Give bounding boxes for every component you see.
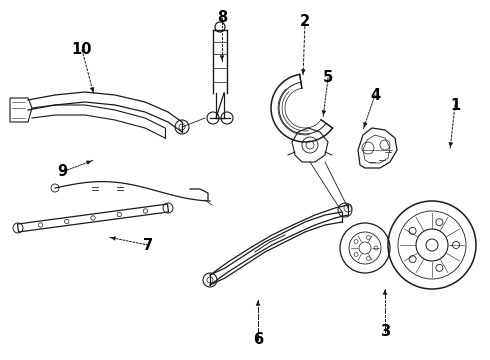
- Text: 1: 1: [450, 98, 460, 112]
- Text: 8: 8: [217, 10, 227, 26]
- Text: 5: 5: [323, 71, 333, 85]
- Text: 3: 3: [380, 324, 390, 339]
- Text: 7: 7: [143, 238, 153, 252]
- Text: 4: 4: [370, 87, 380, 103]
- Text: 6: 6: [253, 333, 263, 347]
- Text: 9: 9: [57, 165, 67, 180]
- Text: 10: 10: [72, 42, 92, 58]
- Text: 2: 2: [300, 14, 310, 30]
